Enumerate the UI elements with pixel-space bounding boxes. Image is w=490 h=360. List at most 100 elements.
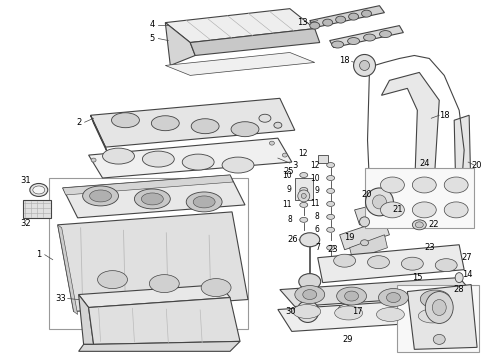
Text: 17: 17 <box>352 307 363 316</box>
Polygon shape <box>58 225 77 315</box>
Polygon shape <box>382 72 439 195</box>
Ellipse shape <box>387 293 400 302</box>
Ellipse shape <box>416 222 423 228</box>
Ellipse shape <box>299 274 321 289</box>
Text: 5: 5 <box>150 34 155 43</box>
Ellipse shape <box>337 287 367 305</box>
Text: 18: 18 <box>339 56 350 65</box>
Ellipse shape <box>112 113 140 128</box>
Polygon shape <box>63 175 245 218</box>
Polygon shape <box>340 220 390 250</box>
Ellipse shape <box>378 289 408 306</box>
Text: 21: 21 <box>392 206 403 215</box>
Ellipse shape <box>323 19 333 26</box>
Ellipse shape <box>401 257 423 270</box>
Text: 30: 30 <box>286 307 296 316</box>
Polygon shape <box>165 23 195 66</box>
Ellipse shape <box>360 217 369 227</box>
Ellipse shape <box>300 202 308 207</box>
Text: 9: 9 <box>315 186 319 195</box>
Text: 3: 3 <box>292 161 297 170</box>
Ellipse shape <box>327 163 335 167</box>
Text: 8: 8 <box>287 215 292 224</box>
Ellipse shape <box>444 177 468 193</box>
Ellipse shape <box>102 148 134 164</box>
Text: 1: 1 <box>36 250 42 259</box>
Ellipse shape <box>413 202 436 218</box>
Text: 18: 18 <box>439 111 449 120</box>
Ellipse shape <box>379 31 392 37</box>
Polygon shape <box>355 200 399 225</box>
Ellipse shape <box>327 245 335 250</box>
Ellipse shape <box>134 189 171 209</box>
Ellipse shape <box>310 22 319 29</box>
Ellipse shape <box>360 60 369 71</box>
Polygon shape <box>454 115 471 207</box>
Ellipse shape <box>295 285 325 303</box>
Text: 20: 20 <box>472 161 482 170</box>
Text: 26: 26 <box>288 235 298 244</box>
Ellipse shape <box>338 305 352 319</box>
Text: 14: 14 <box>462 270 472 279</box>
Polygon shape <box>349 235 388 260</box>
Text: 11: 11 <box>310 199 319 208</box>
Text: 6: 6 <box>315 225 319 234</box>
Ellipse shape <box>149 275 179 293</box>
Ellipse shape <box>420 290 450 308</box>
Polygon shape <box>318 245 464 283</box>
Ellipse shape <box>376 307 404 321</box>
Text: 29: 29 <box>343 335 353 344</box>
Ellipse shape <box>274 122 282 128</box>
Ellipse shape <box>30 184 48 197</box>
Ellipse shape <box>354 54 375 76</box>
Ellipse shape <box>300 233 319 247</box>
Text: 19: 19 <box>344 233 355 242</box>
Text: 2: 2 <box>76 118 81 127</box>
Text: 23: 23 <box>327 245 338 254</box>
Polygon shape <box>330 26 403 48</box>
Text: 15: 15 <box>412 273 422 282</box>
Ellipse shape <box>428 294 442 304</box>
Text: 25: 25 <box>284 167 294 176</box>
Ellipse shape <box>151 116 179 131</box>
Polygon shape <box>89 138 292 178</box>
Ellipse shape <box>293 305 321 319</box>
Ellipse shape <box>300 172 308 177</box>
Bar <box>49 178 248 329</box>
Text: 10: 10 <box>282 171 292 180</box>
Polygon shape <box>310 6 385 28</box>
Ellipse shape <box>372 195 387 209</box>
Ellipse shape <box>327 214 335 219</box>
Bar <box>295 178 313 200</box>
Ellipse shape <box>327 227 335 232</box>
Ellipse shape <box>364 34 375 41</box>
Ellipse shape <box>334 254 356 267</box>
Ellipse shape <box>347 37 360 45</box>
Text: 8: 8 <box>315 212 319 221</box>
Ellipse shape <box>435 259 457 272</box>
Ellipse shape <box>98 271 127 289</box>
Text: 23: 23 <box>424 243 435 252</box>
Ellipse shape <box>335 306 363 320</box>
Ellipse shape <box>201 279 231 297</box>
Text: 11: 11 <box>282 201 292 210</box>
Polygon shape <box>91 98 295 147</box>
Ellipse shape <box>191 119 219 134</box>
Ellipse shape <box>336 16 345 23</box>
Ellipse shape <box>380 177 404 193</box>
Ellipse shape <box>332 41 343 48</box>
Ellipse shape <box>222 157 254 173</box>
Ellipse shape <box>348 13 359 20</box>
Ellipse shape <box>342 309 347 315</box>
Ellipse shape <box>186 192 222 212</box>
Ellipse shape <box>300 188 308 193</box>
Text: 9: 9 <box>287 185 292 194</box>
Text: 22: 22 <box>428 220 439 229</box>
Ellipse shape <box>282 153 287 157</box>
Text: 20: 20 <box>361 190 372 199</box>
Ellipse shape <box>301 193 306 198</box>
Ellipse shape <box>303 289 317 300</box>
Bar <box>318 155 328 163</box>
Ellipse shape <box>143 151 174 167</box>
Ellipse shape <box>91 158 96 162</box>
